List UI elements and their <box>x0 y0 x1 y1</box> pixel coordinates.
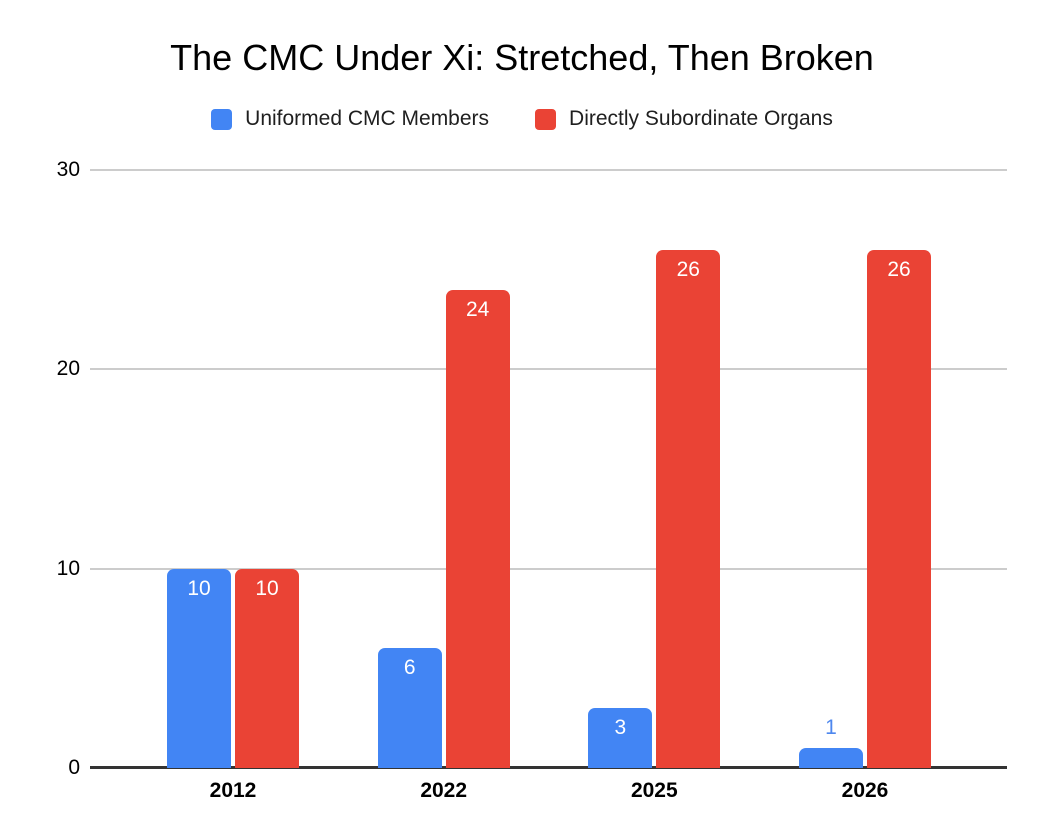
bar-value-label: 3 <box>614 716 627 740</box>
bar-group-2025: 3 26 <box>588 170 721 768</box>
legend-item-uniformed-cmc-members: Uniformed CMC Members <box>211 106 489 132</box>
bar-uniformed-cmc-members-2026 <box>799 748 863 768</box>
y-tick-label-20: 20 <box>56 357 80 381</box>
bar-value-label: 10 <box>255 576 279 600</box>
legend-swatch-icon <box>211 108 233 130</box>
legend-label: Uniformed CMC Members <box>245 107 490 130</box>
y-tick-label-30: 30 <box>56 158 80 181</box>
legend-swatch-icon <box>535 108 557 130</box>
gridline-10 <box>90 567 1007 570</box>
gridline-30 <box>90 169 1007 171</box>
bar-value-label: 24 <box>466 297 490 321</box>
bar-directly-subordinate-organs-2026: 26 <box>867 249 931 768</box>
bar-value-label: 10 <box>187 576 211 600</box>
y-tick-label-0: 0 <box>68 756 80 779</box>
legend-label: Directly Subordinate Organs <box>569 107 833 130</box>
plot-area: 10 10 6 24 3 26 1 26 <box>90 169 1007 769</box>
bar-directly-subordinate-organs-2012: 10 <box>235 568 299 768</box>
bar-value-label: 26 <box>887 257 911 281</box>
legend: Uniformed CMC Members Directly Subordinat… <box>0 106 1044 132</box>
legend-item-directly-subordinate-organs: Directly Subordinate Organs <box>535 106 833 132</box>
bar-group-2022: 6 24 <box>377 170 510 768</box>
chart-title: The CMC Under Xi: Stretched, Then Broken <box>170 37 874 78</box>
bar-uniformed-cmc-members-2012: 10 <box>167 568 231 768</box>
bar-value-label: 1 <box>825 716 837 740</box>
y-tick-label-10: 10 <box>56 556 80 580</box>
bar-uniformed-cmc-members-2022: 6 <box>377 648 442 768</box>
bar-uniformed-cmc-members-2025: 3 <box>588 708 653 768</box>
bar-group-2026: 1 26 <box>799 170 931 768</box>
bar-value-label: 26 <box>676 257 700 281</box>
x-tick-label-2025: 2025 <box>630 779 678 802</box>
bar-group-2012: 10 10 <box>167 170 299 768</box>
gridline-20 <box>90 368 1007 371</box>
x-tick-label-2026: 2026 <box>841 779 889 802</box>
bar-value-label: 6 <box>403 656 416 680</box>
bar-directly-subordinate-organs-2022: 24 <box>445 289 510 768</box>
x-axis-line <box>90 766 1007 769</box>
x-tick-label-2012: 2012 <box>209 779 257 802</box>
x-tick-label-2022: 2022 <box>420 779 468 802</box>
bar-directly-subordinate-organs-2025: 26 <box>656 249 721 768</box>
